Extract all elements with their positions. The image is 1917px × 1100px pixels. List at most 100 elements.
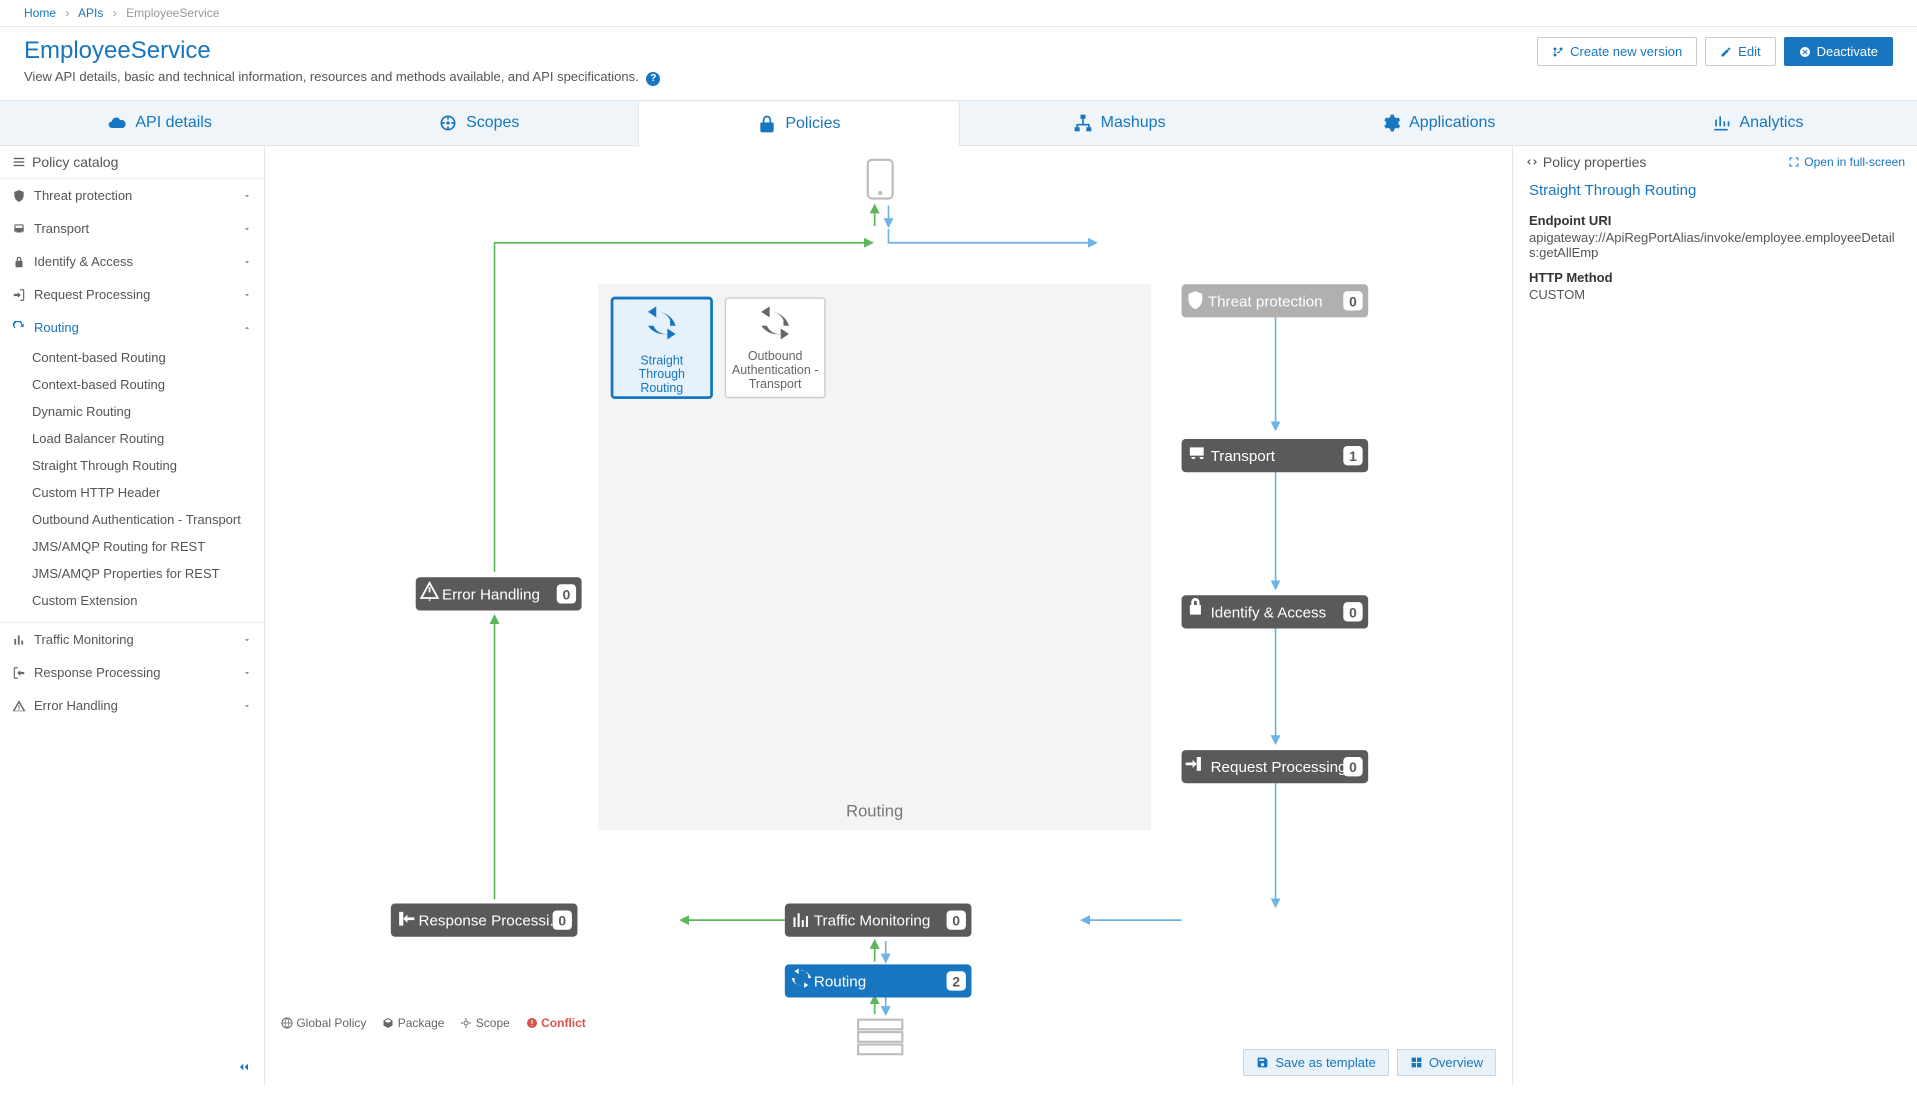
edit-button[interactable]: Edit xyxy=(1705,37,1775,66)
lock-small-icon xyxy=(12,255,26,269)
svg-text:Threat protection: Threat protection xyxy=(1208,293,1323,310)
svg-text:Traffic Monitoring: Traffic Monitoring xyxy=(814,913,930,930)
policy-card-straight[interactable]: Straight Through Routing xyxy=(612,298,712,398)
alert-icon xyxy=(526,1017,538,1029)
chevron-down-icon xyxy=(242,191,252,201)
sidebar-item-request[interactable]: Request Processing xyxy=(0,278,264,311)
svg-text:Straight: Straight xyxy=(640,353,683,367)
svg-text:Transport: Transport xyxy=(749,377,802,391)
policy-catalog-sidebar: Policy catalog Threat protection Transpo… xyxy=(0,146,265,1086)
svg-text:2: 2 xyxy=(952,973,960,989)
sidebar-sub-context-routing[interactable]: Context-based Routing xyxy=(0,371,264,398)
code-icon xyxy=(1525,155,1539,169)
expand-icon xyxy=(1788,156,1800,168)
props-endpoint-label: Endpoint URI xyxy=(1529,213,1901,228)
sidebar-item-error[interactable]: Error Handling xyxy=(0,689,264,722)
svg-text:1: 1 xyxy=(1349,448,1357,464)
sidebar-item-transport[interactable]: Transport xyxy=(0,212,264,245)
tab-api-details[interactable]: API details xyxy=(0,101,319,145)
stage-traffic[interactable]: Traffic Monitoring 0 xyxy=(785,904,972,937)
props-method-label: HTTP Method xyxy=(1529,270,1901,285)
svg-text:Outbound: Outbound xyxy=(748,349,803,363)
stage-transport[interactable]: Transport 1 xyxy=(1182,439,1369,472)
svg-text:Response Processi...: Response Processi... xyxy=(419,913,563,930)
props-endpoint-value: apigateway://ApiRegPortAlias/invoke/empl… xyxy=(1529,230,1901,260)
stage-error[interactable]: Error Handling 0 xyxy=(416,577,582,610)
device-icon xyxy=(868,160,893,199)
package-icon xyxy=(382,1017,394,1029)
server-icon xyxy=(858,1020,902,1055)
overview-button[interactable]: Overview xyxy=(1397,1049,1496,1076)
drop-zone-label: Routing xyxy=(846,801,903,820)
sidebar-sub-content-routing[interactable]: Content-based Routing xyxy=(0,344,264,371)
sidebar-sub-loadbalancer-routing[interactable]: Load Balancer Routing xyxy=(0,425,264,452)
legend: Global Policy Package Scope Conflict xyxy=(281,1016,586,1030)
stage-response[interactable]: Response Processi... 0 xyxy=(391,904,578,937)
chart-icon xyxy=(1711,113,1731,133)
list-icon xyxy=(12,155,26,169)
open-fullscreen-button[interactable]: Open in full-screen xyxy=(1788,155,1905,169)
deactivate-button[interactable]: Deactivate xyxy=(1784,37,1893,66)
svg-text:Through: Through xyxy=(639,367,685,381)
pencil-icon xyxy=(1720,46,1732,58)
policy-card-outbound[interactable]: Outbound Authentication - Transport xyxy=(725,298,825,398)
tab-mashups[interactable]: Mashups xyxy=(960,101,1279,145)
breadcrumb-apis[interactable]: APIs xyxy=(78,6,103,20)
svg-text:Authentication -: Authentication - xyxy=(732,363,818,377)
create-version-button[interactable]: Create new version xyxy=(1537,37,1697,66)
tab-policies[interactable]: Policies xyxy=(638,102,959,146)
svg-text:0: 0 xyxy=(952,913,960,929)
sidebar-sub-custom-ext[interactable]: Custom Extension xyxy=(0,587,264,614)
gear-icon xyxy=(1381,113,1401,133)
chevron-up-icon xyxy=(242,323,252,333)
stage-request[interactable]: Request Processing 0 xyxy=(1182,750,1369,783)
sidebar-item-response[interactable]: Response Processing xyxy=(0,656,264,689)
sidebar-sub-dynamic-routing[interactable]: Dynamic Routing xyxy=(0,398,264,425)
chevron-down-icon xyxy=(242,701,252,711)
sidebar-item-routing[interactable]: Routing xyxy=(0,311,264,344)
chevron-down-icon xyxy=(242,635,252,645)
sidebar-sub-jms-props[interactable]: JMS/AMQP Properties for REST xyxy=(0,560,264,587)
legend-scope: Scope xyxy=(460,1016,509,1030)
sidebar-item-identify[interactable]: Identify & Access xyxy=(0,245,264,278)
breadcrumb-home[interactable]: Home xyxy=(24,6,56,20)
globe-icon xyxy=(281,1017,293,1029)
svg-text:0: 0 xyxy=(1349,604,1357,620)
help-icon[interactable]: ? xyxy=(646,72,660,86)
sidebar-sub-jms-routing[interactable]: JMS/AMQP Routing for REST xyxy=(0,533,264,560)
collapse-sidebar-button[interactable] xyxy=(236,1059,252,1078)
svg-text:0: 0 xyxy=(1349,759,1357,775)
svg-text:Transport: Transport xyxy=(1211,448,1276,465)
legend-package: Package xyxy=(382,1016,444,1030)
tab-scopes[interactable]: Scopes xyxy=(319,101,638,145)
policy-properties-panel: Policy properties Open in full-screen St… xyxy=(1512,146,1917,1086)
stage-threat[interactable]: Threat protection 0 xyxy=(1182,284,1369,317)
sidebar-header: Policy catalog xyxy=(0,146,264,179)
save-template-button[interactable]: Save as template xyxy=(1243,1049,1388,1076)
sidebar-item-traffic[interactable]: Traffic Monitoring xyxy=(0,622,264,656)
chevron-down-icon xyxy=(242,290,252,300)
sidebar-item-threat[interactable]: Threat protection xyxy=(0,179,264,212)
props-title: Straight Through Routing xyxy=(1529,182,1901,199)
sidebar-sub-straight-routing[interactable]: Straight Through Routing xyxy=(0,452,264,479)
tab-applications[interactable]: Applications xyxy=(1279,101,1598,145)
bars-icon xyxy=(12,633,26,647)
svg-text:0: 0 xyxy=(1349,293,1357,309)
bus-icon xyxy=(12,222,26,236)
sidebar-sub-custom-header[interactable]: Custom HTTP Header xyxy=(0,479,264,506)
page-subtitle: View API details, basic and technical in… xyxy=(24,69,660,86)
page-title: EmployeeService xyxy=(24,37,660,65)
tab-analytics[interactable]: Analytics xyxy=(1598,101,1917,145)
stage-routing[interactable]: Routing 2 xyxy=(785,964,972,997)
stage-identify[interactable]: Identify & Access 0 xyxy=(1182,595,1369,628)
lock-icon xyxy=(757,114,777,134)
chevron-down-icon xyxy=(242,224,252,234)
sidebar-sub-outbound-auth[interactable]: Outbound Authentication - Transport xyxy=(0,506,264,533)
grid-icon xyxy=(1410,1056,1423,1069)
target-icon xyxy=(438,113,458,133)
crosshair-icon xyxy=(460,1017,472,1029)
props-method-value: CUSTOM xyxy=(1529,287,1901,302)
tabs: API details Scopes Policies Mashups Appl… xyxy=(0,100,1917,146)
branch-icon xyxy=(1552,46,1564,58)
chevron-down-icon xyxy=(242,668,252,678)
